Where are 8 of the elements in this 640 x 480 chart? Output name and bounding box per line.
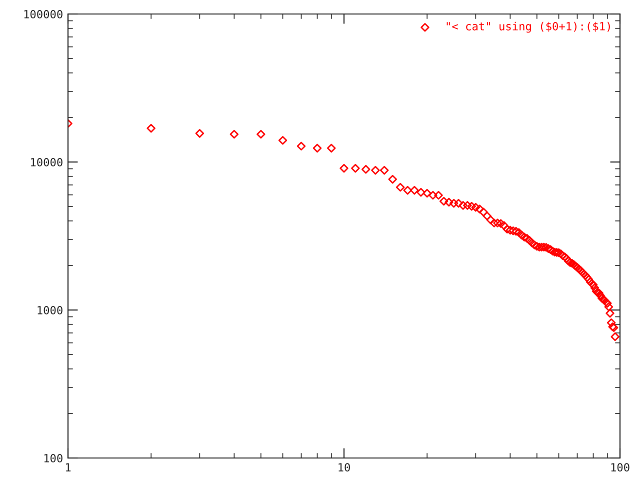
x-tick-label: 10	[338, 463, 350, 472]
y-tick-label: 10000	[31, 158, 62, 166]
x-tick-label: 1	[66, 463, 71, 472]
x-tick-label: 100	[611, 463, 630, 472]
y-tick-label: 1000	[38, 306, 62, 314]
y-tick-label: 100	[44, 454, 62, 462]
legend-label: "< cat" using ($0+1):($1)	[446, 22, 610, 33]
y-tick-label: 100000	[24, 10, 62, 18]
